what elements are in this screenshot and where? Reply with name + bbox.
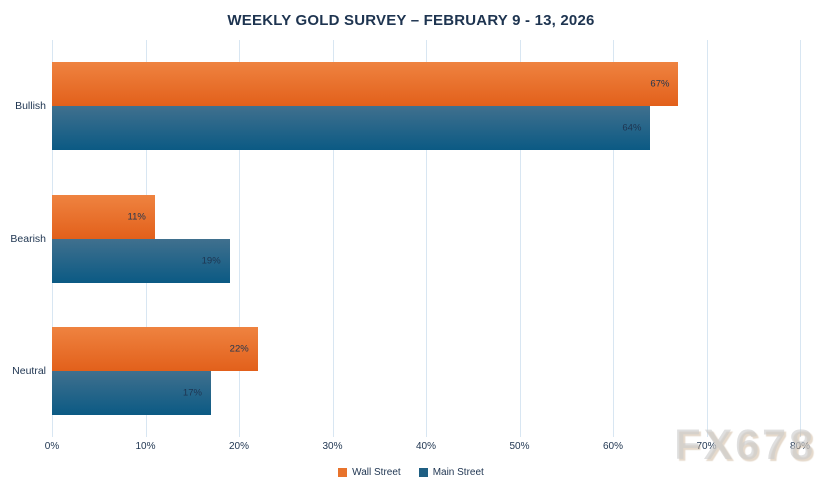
bar-value-label: 11% <box>127 211 146 222</box>
x-tick-label: 10% <box>135 441 156 452</box>
bar-main-street-neutral: 17% <box>52 370 211 415</box>
bar-value-label: 67% <box>650 78 670 90</box>
bar-wall-street-neutral: 22% <box>52 326 258 371</box>
bar-wall-street-bullish: 67% <box>52 62 679 107</box>
bar-value-label: 22% <box>229 343 249 355</box>
legend: Wall Street Main Street <box>0 467 822 478</box>
category-label-neutral: Neutral <box>12 364 46 377</box>
bar-main-street-bullish: 64% <box>52 106 651 151</box>
gridline <box>426 40 427 437</box>
x-tick-label: 80% <box>789 441 811 452</box>
gridline <box>239 40 240 437</box>
gridline <box>332 40 334 437</box>
bar-main-street-bearish: 19% <box>52 238 230 283</box>
gridline <box>706 40 708 437</box>
x-tick-label: 20% <box>228 441 250 452</box>
x-tick-label: 50% <box>509 441 530 452</box>
x-tick-label: 0% <box>44 441 60 452</box>
legend-item-wall-street: Wall Street <box>338 467 401 478</box>
legend-swatch-icon <box>338 468 348 477</box>
x-tick-label: 70% <box>696 441 717 452</box>
plot-area: 67% 64% 11% 19% 22% 17% <box>52 40 801 437</box>
bar-value-label: 17% <box>182 387 202 399</box>
x-tick-label: 60% <box>602 441 624 452</box>
legend-label: Main Street <box>432 467 484 478</box>
gridline <box>519 40 521 437</box>
bar-value-label: 64% <box>622 122 642 134</box>
bar-wall-street-bearish: 11% <box>52 194 155 239</box>
category-label-bearish: Bearish <box>10 232 46 245</box>
legend-item-main-street: Main Street <box>418 467 484 478</box>
x-tick-label: 30% <box>322 441 343 452</box>
gridline <box>613 40 614 437</box>
gridline <box>800 40 801 437</box>
legend-label: Wall Street <box>352 467 401 478</box>
chart-title: WEEKLY GOLD SURVEY – FEBRUARY 9 - 13, 20… <box>227 12 595 29</box>
bar-value-label: 19% <box>201 255 221 266</box>
category-label-bullish: Bullish <box>15 100 46 113</box>
x-tick-label: 40% <box>415 441 437 452</box>
legend-swatch-icon <box>418 468 428 477</box>
